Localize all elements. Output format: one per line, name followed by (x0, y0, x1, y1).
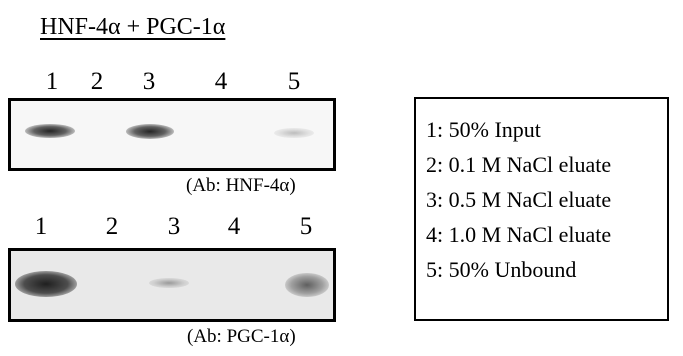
top-lane-5-label: 5 (287, 68, 301, 95)
band-pgc1a-lane-5 (285, 273, 329, 297)
antibody-label-pgc1a: (Ab: PGC-1α) (187, 326, 296, 347)
bottom-lane-3-label: 3 (167, 213, 181, 240)
band-hnf4a-lane-1 (25, 124, 75, 138)
bottom-lane-2-label: 2 (105, 213, 119, 240)
band-hnf4a-lane-3 (126, 124, 174, 139)
antibody-label-hnf4a: (Ab: HNF-4α) (186, 175, 296, 196)
band-pgc1a-lane-3 (149, 278, 189, 288)
top-lane-3-label: 3 (142, 68, 156, 95)
western-blot-pgc1a (8, 248, 336, 322)
western-blot-hnf4a (8, 98, 336, 171)
band-hnf4a-lane-5 (274, 128, 314, 138)
top-lane-1-label: 1 (45, 68, 59, 95)
legend-item-3: 3: 0.5 M NaCl eluate (426, 187, 612, 212)
top-lane-4-label: 4 (214, 68, 228, 95)
lane-legend: 1: 50% Input 2: 0.1 M NaCl eluate 3: 0.5… (414, 97, 669, 321)
bottom-lane-5-label: 5 (299, 213, 313, 240)
figure-title: HNF-4α + PGC-1α (40, 14, 226, 40)
legend-item-2: 2: 0.1 M NaCl eluate (426, 152, 612, 177)
legend-item-1: 1: 50% Input (426, 117, 541, 142)
legend-item-4: 4: 1.0 M NaCl eluate (426, 222, 612, 247)
band-pgc1a-lane-1 (15, 271, 77, 297)
top-lane-2-label: 2 (90, 68, 104, 95)
legend-item-5: 5: 50% Unbound (426, 257, 577, 282)
bottom-lane-1-label: 1 (34, 213, 48, 240)
bottom-lane-4-label: 4 (227, 213, 241, 240)
